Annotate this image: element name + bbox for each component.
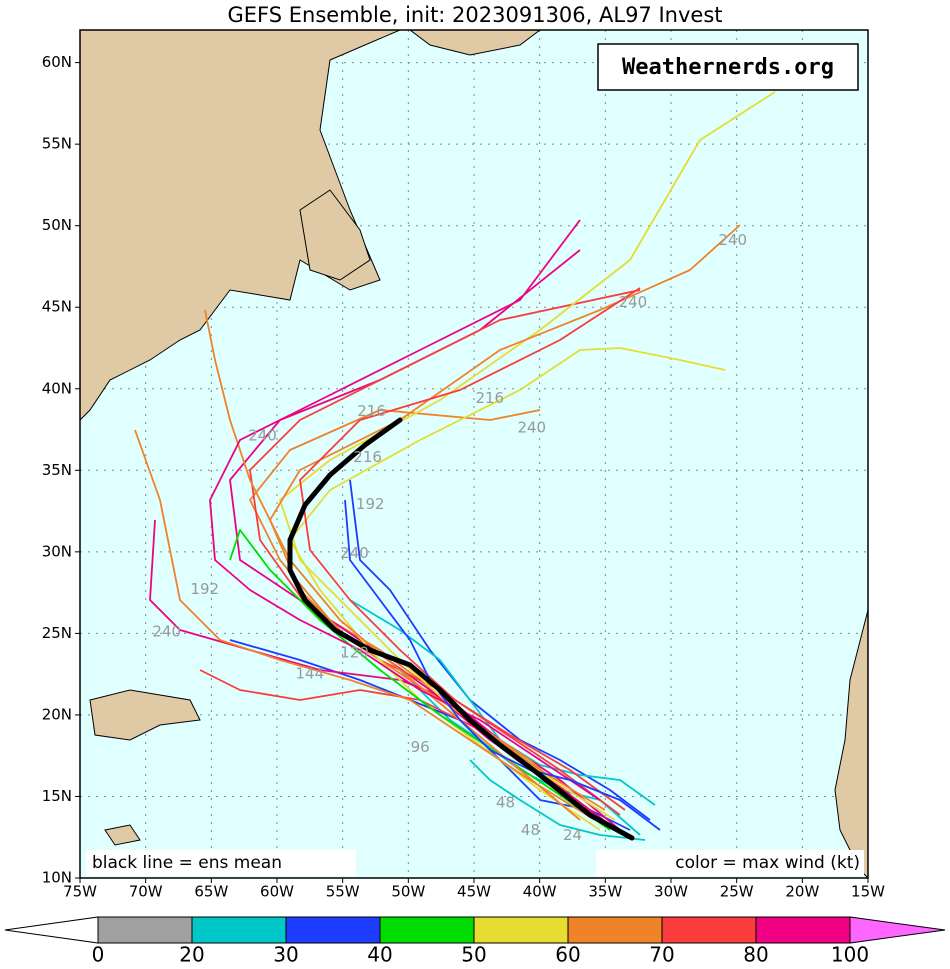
forecast-hour-label: 192	[356, 495, 385, 513]
forecast-hour-label: 24	[563, 826, 582, 844]
land	[80, 30, 868, 878]
lat-label: 10N	[42, 869, 72, 887]
lon-label: 45W	[457, 883, 491, 901]
lon-label: 50W	[391, 883, 425, 901]
watermark-box	[597, 43, 859, 91]
lat-label: 15N	[42, 787, 72, 805]
colorbar-label: 100	[831, 943, 869, 967]
colorbar-segment	[567, 916, 663, 944]
colorbar-under	[4, 916, 99, 944]
lat-label: 35N	[42, 461, 72, 479]
lon-label: 35W	[588, 883, 622, 901]
colorbar-segment	[191, 916, 287, 944]
forecast-hour-label: 240	[517, 418, 546, 436]
forecast-hour-label: 240	[248, 427, 277, 445]
lon-label: 25W	[720, 883, 754, 901]
title: GEFS Ensemble, init: 2023091306, AL97 In…	[228, 3, 723, 27]
lon-label: 75W	[63, 883, 97, 901]
ensemble-tracks	[134, 91, 776, 841]
lat-label: 45N	[42, 298, 72, 316]
watermark: Weathernerds.org	[622, 55, 834, 80]
colorbar-label: 70	[649, 943, 674, 967]
colorbar-segment	[285, 916, 381, 944]
forecast-hour-label: 216	[353, 448, 382, 466]
lon-label: 65W	[194, 883, 228, 901]
colorbar-label: 50	[461, 943, 486, 967]
note-box	[86, 850, 356, 876]
forecast-hour-label: 144	[296, 665, 325, 683]
forecast-hour-label: 216	[475, 389, 504, 407]
forecast-hour-label: 240	[718, 231, 747, 249]
lat-label: 40N	[42, 379, 72, 397]
lat-label: 50N	[42, 216, 72, 234]
forecast-hour-label: 240	[152, 622, 181, 640]
lat-label: 25N	[42, 624, 72, 642]
colorbar-segment	[379, 916, 475, 944]
lon-label: 15W	[851, 883, 885, 901]
lat-label: 30N	[42, 542, 72, 560]
colorbar-label: 0	[92, 943, 105, 967]
colorbar-label: 60	[555, 943, 580, 967]
forecast-hour-label: 240	[340, 544, 369, 562]
colorbar-label: 30	[273, 943, 298, 967]
colorbar-segment	[97, 916, 193, 944]
colorbar-over	[849, 916, 946, 944]
lon-label: 70W	[129, 883, 163, 901]
ensemble-mean-track	[287, 417, 635, 841]
lon-label: 60W	[260, 883, 294, 901]
colorbar-segment	[661, 916, 757, 944]
forecast-hour-label: 216	[357, 402, 386, 420]
lon-label: 20W	[785, 883, 819, 901]
forecast-hour-label: 48	[521, 821, 540, 839]
forecast-hour-label: 48	[496, 793, 515, 811]
note-right: color = max wind (kt)	[675, 853, 860, 873]
lat-label: 20N	[42, 705, 72, 723]
forecast-hour-label: 192	[190, 580, 219, 598]
colorbar-label: 20	[179, 943, 204, 967]
colorbar-segment	[755, 916, 851, 944]
colorbar-label: 80	[743, 943, 768, 967]
note-left: black line = ens mean	[92, 853, 282, 873]
colorbar-label: 40	[367, 943, 392, 967]
lon-label: 55W	[326, 883, 360, 901]
forecast-hour-label: 240	[619, 293, 648, 311]
lat-label: 60N	[42, 53, 72, 71]
forecast-hour-label: 96	[411, 738, 430, 756]
lat-label: 55N	[42, 135, 72, 153]
note-box	[596, 850, 864, 876]
lon-label: 30W	[654, 883, 688, 901]
lon-label: 40W	[523, 883, 557, 901]
forecast-hour-label: 120	[340, 643, 369, 661]
colorbar-segment	[473, 916, 569, 944]
